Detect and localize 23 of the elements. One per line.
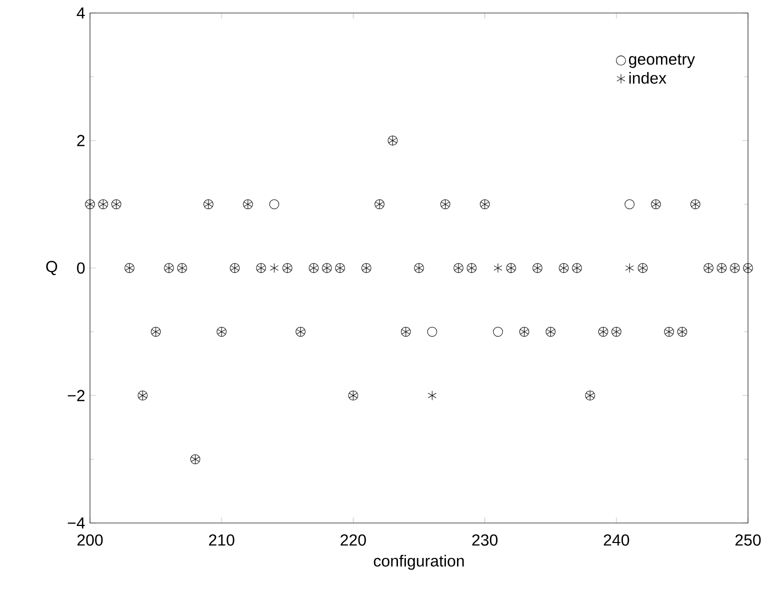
y-tick-label: 2 [77,134,84,146]
point [624,199,634,210]
point [427,326,438,337]
x-tick-label: 230 [472,534,498,546]
x-tick-label: 210 [209,534,234,546]
point [493,326,503,337]
x-tick-label: 220 [340,534,366,546]
y-tick-label: 0 [77,262,85,274]
point [270,263,279,273]
point [428,390,436,400]
y-tick-label: 4 [76,8,85,19]
point [494,263,502,273]
point [625,263,634,273]
x-axis-title: configuration [374,554,464,570]
legend-label: geometry [628,54,695,68]
x-tick-label: 200 [77,534,103,546]
y-tick-label: −4 [68,518,85,529]
y-tick-label: −2 [68,390,84,402]
x-tick-label: 250 [735,534,761,546]
y-axis-title: Q [46,260,58,276]
legend-label: index [629,72,666,84]
point [269,199,280,210]
x-tick-label: 240 [604,534,630,546]
